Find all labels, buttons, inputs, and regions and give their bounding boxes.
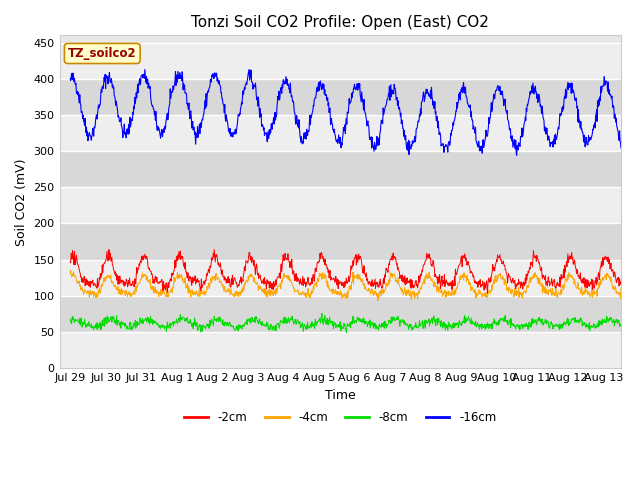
Text: TZ_soilco2: TZ_soilco2 (68, 47, 136, 60)
Legend: -2cm, -4cm, -8cm, -16cm: -2cm, -4cm, -8cm, -16cm (180, 407, 501, 429)
Title: Tonzi Soil CO2 Profile: Open (East) CO2: Tonzi Soil CO2 Profile: Open (East) CO2 (191, 15, 489, 30)
Bar (60, 296, 621, 332)
Bar (60, 224, 621, 260)
Y-axis label: Soil CO2 (mV): Soil CO2 (mV) (15, 158, 28, 245)
Bar (60, 79, 621, 115)
Bar (60, 151, 621, 187)
Bar (60, 260, 621, 296)
Bar (60, 115, 621, 151)
Bar (60, 43, 621, 79)
Bar (60, 187, 621, 224)
Bar (60, 332, 621, 368)
X-axis label: Time: Time (325, 389, 356, 402)
